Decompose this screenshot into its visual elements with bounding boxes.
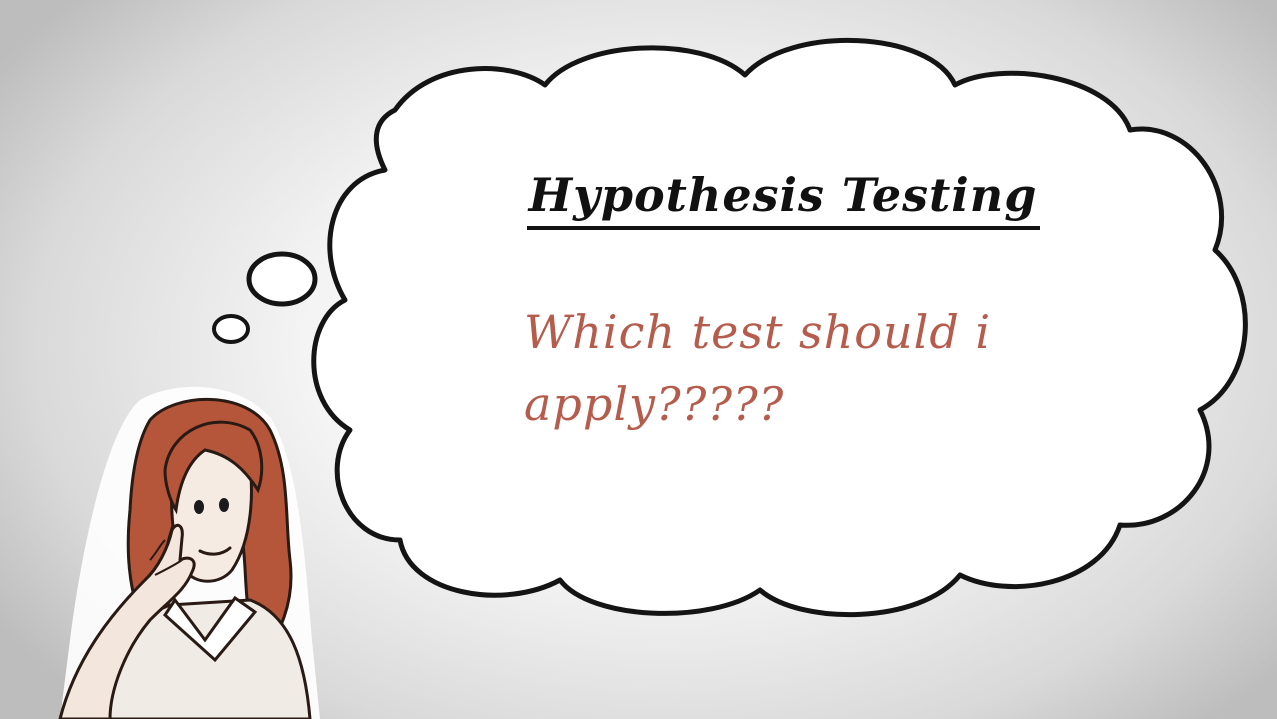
bubble-title: Hypothesis Testing <box>528 168 1038 222</box>
thought-dot-large <box>246 251 318 307</box>
title-underline <box>527 226 1040 230</box>
question-panel <box>516 256 1092 468</box>
thought-dot-small <box>212 314 250 344</box>
woman-character <box>58 386 320 719</box>
bubble-question: Which test should i apply????? <box>524 305 992 431</box>
title-panel <box>516 162 966 237</box>
